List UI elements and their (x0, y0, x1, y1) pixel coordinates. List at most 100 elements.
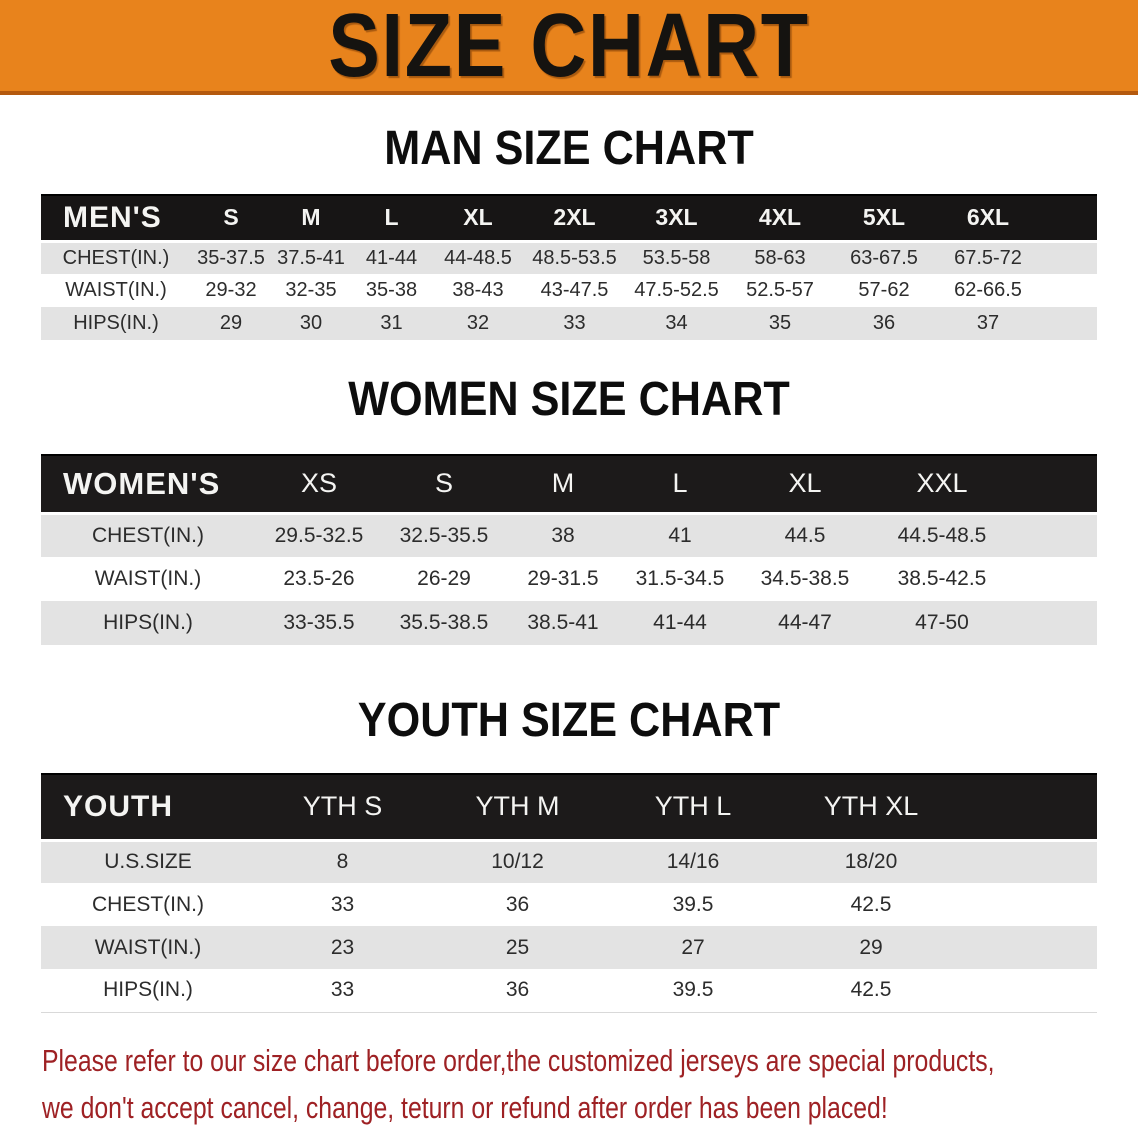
value-cell: 18/20 (844, 850, 898, 874)
value-cell: 31 (380, 312, 403, 334)
value-cell: 42.5 (850, 892, 892, 916)
value-cell: 43-47.5 (540, 279, 609, 301)
men-section: MAN SIZE CHART MEN'S S M L XL 2XL 3XL 4XL 5XL 6XL… (0, 125, 1138, 340)
value-cell: 35 (768, 312, 792, 334)
youth-section-heading: YOUTH SIZE CHART (357, 694, 781, 747)
disclaimer-line: we don't accept cancel, change, teturn o… (42, 1084, 1138, 1131)
youth-table-label: YOUTH (41, 773, 255, 842)
row-label: HIPS(IN.) (73, 312, 159, 334)
size-header-cell: XXL (871, 454, 1013, 515)
header-filler (1013, 454, 1097, 515)
value-cell: 23 (330, 935, 355, 959)
disclaimer: Please refer to our size chart before or… (42, 1037, 1138, 1131)
value-cell: 33-35.5 (283, 611, 355, 634)
value-cell: 32-35 (285, 279, 337, 301)
youth-size-table: YOUTH YTH S YTH M YTH L YTH XL U.S.SIZE 8 10/12… (41, 773, 1097, 1013)
women-size-table: WOMEN'S XS S M L XL XXL CHEST(IN.) 29.5-32.5 32.5… (41, 454, 1097, 645)
size-header-cell: 2XL (524, 194, 625, 243)
value-cell: 23.5-26 (283, 567, 355, 590)
value-cell: 44.5-48.5 (897, 523, 987, 547)
table-row: CHEST(IN.) 33 36 39.5 42.5 (41, 883, 1097, 926)
value-cell: 36 (505, 892, 530, 916)
header-filler (961, 773, 1097, 842)
value-filler (961, 926, 1097, 969)
value-cell: 67.5-72 (954, 246, 1022, 269)
header-row: MEN'S S M L XL 2XL 3XL 4XL 5XL 6XL (41, 194, 1097, 243)
table-row: HIPS(IN.) 33-35.5 35.5-38.5 38.5-41 41-44 44-… (41, 601, 1097, 645)
value-cell: 35.5-38.5 (399, 611, 489, 634)
value-cell: 33 (255, 969, 430, 1013)
value-cell: 37 (976, 312, 1000, 334)
table-row: U.S.SIZE 8 10/12 14/16 18/20 (41, 840, 1097, 883)
value-filler (961, 840, 1097, 883)
value-cell: 58-63 (754, 246, 806, 269)
value-cell: 29 (859, 935, 883, 959)
row-label: CHEST(IN.) (92, 523, 204, 547)
value-cell: 34 (665, 312, 688, 334)
row-label: WAIST(IN.) (94, 935, 202, 959)
value-filler (961, 883, 1097, 926)
value-filler (1013, 601, 1097, 645)
size-header-cell: 4XL (728, 194, 832, 243)
men-table-label: MEN'S (41, 194, 191, 243)
value-cell: 41-44 (653, 611, 707, 634)
size-header-cell: XL (432, 194, 524, 243)
value-cell: 29-31.5 (527, 567, 599, 590)
size-header-cell: S (383, 454, 505, 515)
value-cell: 39.5 (672, 892, 714, 916)
value-cell: 44-48.5 (444, 246, 512, 269)
size-header-cell: XL (739, 454, 871, 515)
value-cell: 38-43 (452, 279, 504, 301)
value-cell: 29 (219, 312, 243, 334)
value-cell: 47.5-52.5 (634, 279, 719, 301)
table-row: WAIST(IN.) 23 25 27 29 (41, 926, 1097, 969)
size-header-cell: 6XL (936, 194, 1040, 243)
value-cell: 29-32 (205, 279, 257, 301)
value-cell: 31.5-34.5 (635, 567, 725, 590)
value-cell: 42.5 (781, 969, 961, 1013)
value-cell: 48.5-53.5 (532, 246, 617, 269)
value-cell: 41-44 (365, 246, 418, 269)
disclaimer-line: Please refer to our size chart before or… (42, 1037, 1138, 1084)
value-cell: 32.5-35.5 (399, 523, 489, 547)
row-label: HIPS(IN.) (103, 611, 193, 634)
men-size-table: MEN'S S M L XL 2XL 3XL 4XL 5XL 6XL CHEST(IN.) 35-37… (41, 194, 1097, 340)
value-cell: 39.5 (605, 969, 781, 1013)
size-header-cell: YTH S (255, 773, 430, 842)
value-cell: 27 (681, 935, 705, 959)
banner-title: SIZE CHART (328, 0, 810, 96)
size-header-cell: YTH L (605, 773, 781, 842)
value-cell: 36 (872, 312, 896, 334)
value-cell: 33 (563, 312, 586, 334)
value-cell: 38.5-41 (527, 611, 599, 634)
size-header-cell: 5XL (832, 194, 936, 243)
value-cell: 52.5-57 (746, 279, 814, 301)
value-cell: 25 (505, 935, 530, 959)
value-cell: 47-50 (915, 611, 969, 634)
size-header-cell: M (271, 194, 351, 243)
value-cell: 26-29 (417, 567, 471, 590)
value-cell: 41 (668, 523, 692, 547)
disclaimer-line-2: we don't accept cancel, change, teturn o… (42, 1089, 888, 1125)
table-row: CHEST(IN.) 35-37.5 37.5-41 41-44 44-48.5 48.5… (41, 241, 1097, 274)
table-row: HIPS(IN.) 29 30 31 32 33 34 35 36 37 (41, 307, 1097, 340)
value-cell: 14/16 (666, 850, 720, 874)
value-cell: 36 (430, 969, 605, 1013)
value-cell: 63-67.5 (850, 246, 918, 269)
youth-section: YOUTH SIZE CHART YOUTH YTH S YTH M YTH L YTH… (0, 697, 1138, 1013)
women-section-heading: WOMEN SIZE CHART (348, 373, 790, 426)
row-label: U.S.SIZE (104, 850, 192, 874)
row-label: CHEST(IN.) (62, 246, 170, 269)
women-table-label: WOMEN'S (41, 454, 255, 515)
table-row: HIPS(IN.) 33 36 39.5 42.5 (41, 969, 1097, 1013)
value-cell: 38 (551, 523, 575, 547)
men-section-heading: MAN SIZE CHART (384, 122, 754, 175)
header-row: WOMEN'S XS S M L XL XXL (41, 454, 1097, 515)
table-row: WAIST(IN.) 29-32 32-35 35-38 38-43 43-47.5 47.… (41, 274, 1097, 307)
size-header-cell: S (191, 194, 271, 243)
value-cell: 57-62 (858, 279, 910, 301)
table-row: CHEST(IN.) 29.5-32.5 32.5-35.5 38 41 44.5 44.5… (41, 513, 1097, 557)
value-cell: 35-37.5 (197, 246, 265, 269)
value-cell: 8 (336, 850, 349, 874)
